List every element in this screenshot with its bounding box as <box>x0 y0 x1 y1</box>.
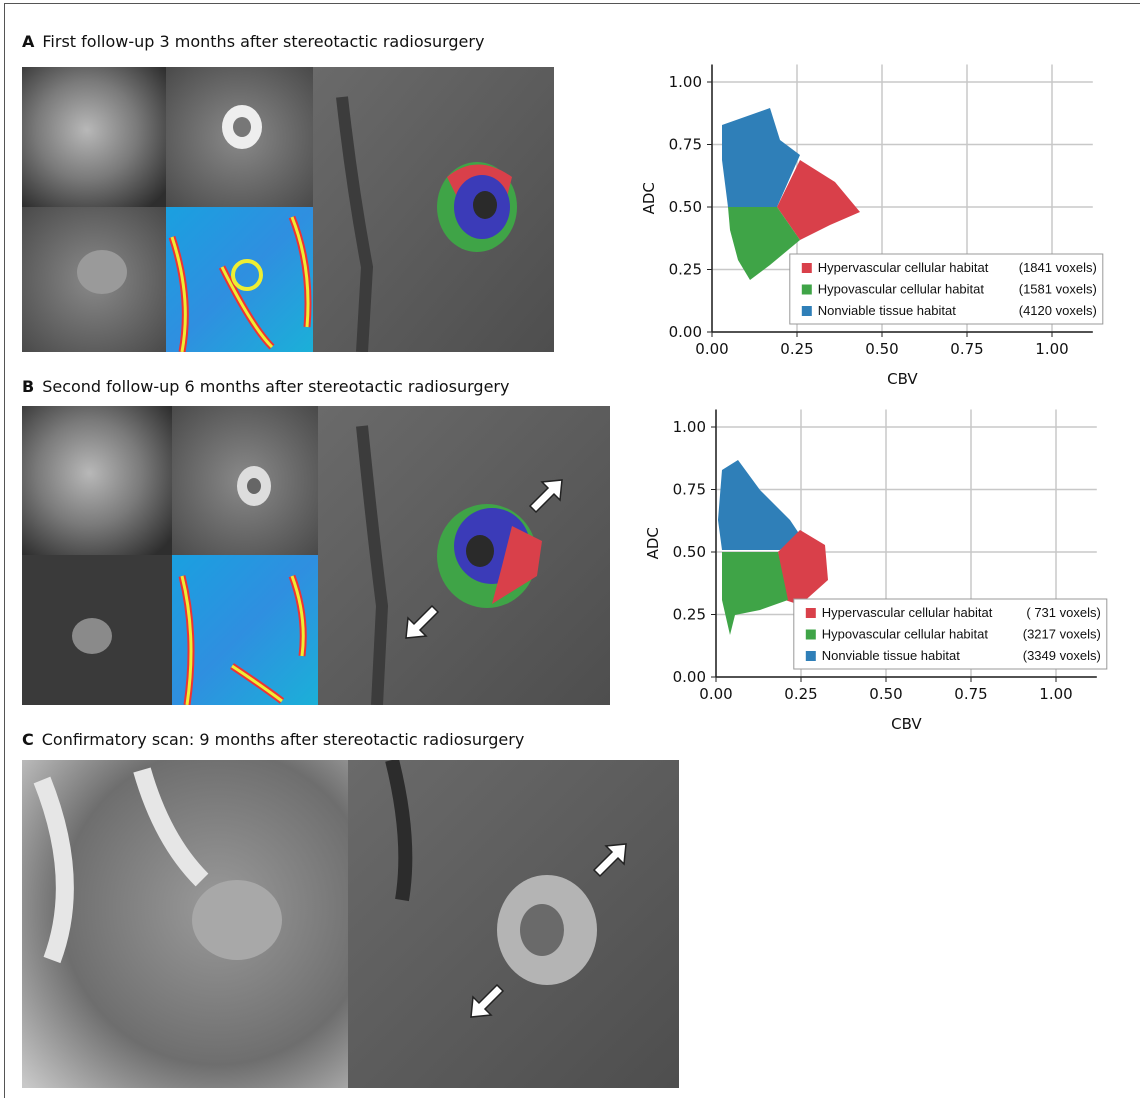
x-tick-label: 0.25 <box>784 685 817 703</box>
legend-count: (3349 voxels) <box>1023 648 1101 663</box>
legend: Hypervascular cellular habitat (1841 voxe… <box>790 254 1103 324</box>
panel-heading: C Confirmatory scan: 9 months after stere… <box>22 730 524 749</box>
panel-title: Confirmatory scan: 9 months after stereo… <box>42 730 525 749</box>
panel-letter: C <box>22 730 34 749</box>
point-cloud <box>718 460 800 550</box>
y-tick-label: 0.75 <box>673 481 706 499</box>
habitat-map <box>473 191 497 219</box>
legend-swatch <box>802 306 812 316</box>
lesion-core <box>520 904 564 956</box>
mri-panel-b <box>22 406 610 705</box>
x-axis-label: CBV <box>887 370 918 388</box>
y-tick-label: 0.25 <box>673 606 706 624</box>
lesion <box>72 618 112 654</box>
mri-panel-c <box>22 760 679 1088</box>
panel-title: First follow-up 3 months after stereotac… <box>42 32 484 51</box>
x-tick-label: 0.75 <box>954 685 987 703</box>
point-cloud <box>722 552 788 635</box>
x-tick-label: 0.50 <box>869 685 902 703</box>
panel-heading: B Second follow-up 6 months after stereot… <box>22 377 509 396</box>
y-tick-label: 0.00 <box>673 668 706 686</box>
x-tick-label: 0.25 <box>780 340 813 358</box>
y-tick-label: 0.25 <box>669 261 702 279</box>
scatter-chart: 0.00 0.25 0.50 0.75 1.00 0.00 0.25 0.50 0.75 1.00… <box>620 60 1140 400</box>
legend-label: Hypovascular cellular habitat <box>822 627 989 642</box>
x-tick-label: 0.00 <box>699 685 732 703</box>
mri-panel-a <box>22 67 554 352</box>
legend-swatch <box>802 285 812 295</box>
x-tick-label: 1.00 <box>1035 340 1068 358</box>
y-tick-label: 0.00 <box>669 323 702 341</box>
scatter-chart: 0.00 0.25 0.50 0.75 1.00 0.00 0.25 0.50 0.75 1.00… <box>620 405 1140 745</box>
x-tick-label: 0.75 <box>950 340 983 358</box>
image <box>22 406 172 555</box>
x-tick-label: 1.00 <box>1039 685 1072 703</box>
legend-count: (1841 voxels) <box>1019 260 1097 275</box>
legend-count: (1581 voxels) <box>1019 282 1097 297</box>
lesion-core <box>247 478 261 494</box>
legend-count: (4120 voxels) <box>1019 303 1097 318</box>
x-axis-label: CBV <box>891 715 922 733</box>
y-tick-label: 0.75 <box>669 136 702 154</box>
legend-count: ( 731 voxels) <box>1026 605 1100 620</box>
legend-swatch <box>802 263 812 273</box>
y-axis-label: ADC <box>640 182 658 214</box>
panel-letter: B <box>22 377 34 396</box>
legend-label: Nonviable tissue habitat <box>822 648 960 663</box>
y-axis-label: ADC <box>644 527 662 559</box>
legend-swatch <box>806 630 816 640</box>
legend-swatch <box>806 651 816 661</box>
legend-label: Hypovascular cellular habitat <box>818 282 985 297</box>
lesion <box>77 250 127 294</box>
legend-label: Hypervascular cellular habitat <box>822 605 993 620</box>
panel-letter: A <box>22 32 34 51</box>
x-tick-label: 0.00 <box>695 340 728 358</box>
image <box>22 67 166 207</box>
legend-swatch <box>806 608 816 618</box>
legend-label: Hypervascular cellular habitat <box>818 260 989 275</box>
lesion-core <box>233 117 251 137</box>
legend: Hypervascular cellular habitat ( 731 voxe… <box>794 599 1107 669</box>
y-tick-label: 0.50 <box>673 543 706 561</box>
panel-heading: A First follow-up 3 months after stereota… <box>22 32 484 51</box>
y-tick-label: 1.00 <box>669 73 702 91</box>
lesion <box>192 880 282 960</box>
panel-title: Second follow-up 6 months after stereota… <box>42 377 509 396</box>
y-tick-label: 0.50 <box>669 198 702 216</box>
y-tick-label: 1.00 <box>673 418 706 436</box>
habitat-map <box>466 535 494 567</box>
x-tick-label: 0.50 <box>865 340 898 358</box>
legend-label: Nonviable tissue habitat <box>818 303 956 318</box>
legend-count: (3217 voxels) <box>1023 627 1101 642</box>
